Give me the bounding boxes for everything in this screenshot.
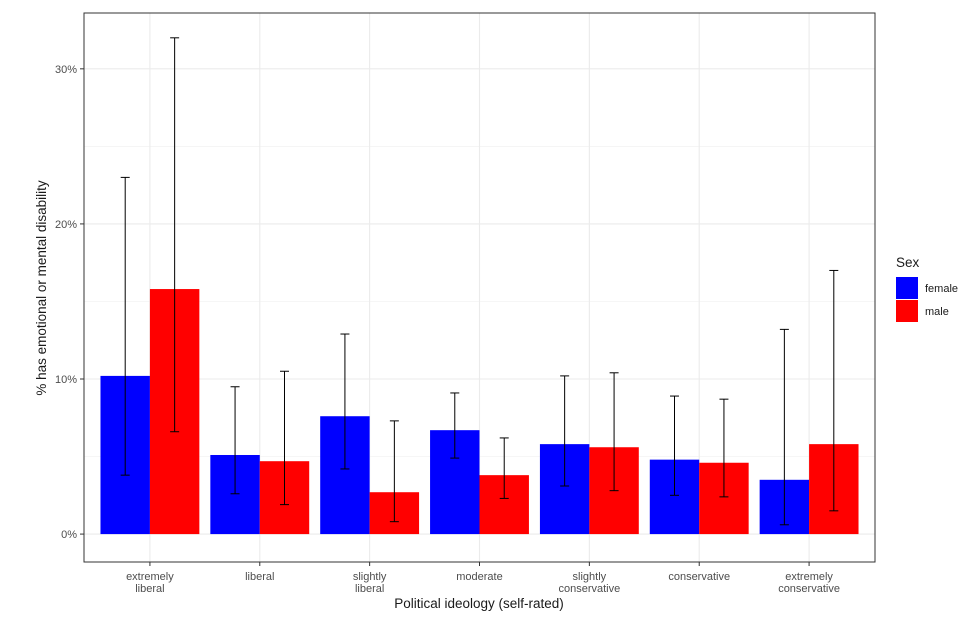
y-tick-label: 30%	[55, 64, 77, 76]
error-bar-female	[230, 386, 240, 495]
x-tick-label: slightly liberal	[353, 571, 387, 595]
error-bar-male	[719, 398, 729, 498]
x-tick-label: extremely liberal	[126, 571, 174, 595]
legend-label-female: female	[925, 283, 958, 295]
x-tick-label: extremely conservative	[778, 571, 840, 595]
x-tick-label: moderate	[456, 571, 502, 583]
x-tick-label-line: conservative	[558, 583, 620, 595]
error-bars	[120, 37, 839, 526]
legend-key-female	[896, 277, 918, 299]
y-axis-title: % has emotional or mental disability	[34, 180, 49, 396]
x-tick-label: slightly conservative	[558, 571, 620, 595]
x-tick-label-line: liberal	[245, 571, 274, 583]
x-axis-title: Political ideology (self-rated)	[394, 596, 564, 611]
x-tick-label-line: conservative	[778, 583, 840, 595]
error-bar-male	[829, 269, 839, 512]
y-axis: 0% 10% 20% 30%	[55, 64, 84, 541]
x-tick-label-line: slightly	[573, 571, 607, 583]
legend: Sex female male	[896, 255, 958, 322]
error-bar-female	[450, 392, 460, 459]
error-bar-female	[340, 333, 350, 470]
x-tick-label-line: moderate	[456, 571, 502, 583]
error-bar-male	[170, 37, 180, 433]
error-bar-female	[120, 176, 130, 476]
x-tick-label: liberal	[245, 571, 274, 583]
y-tick-label: 20%	[55, 219, 77, 231]
error-bar-male	[609, 372, 619, 492]
y-tick-label: 0%	[61, 529, 77, 541]
x-tick-label-line: liberal	[135, 583, 164, 595]
y-tick-label: 10%	[55, 374, 77, 386]
bars	[100, 289, 859, 535]
x-tick-label: conservative	[668, 571, 730, 583]
error-bar-female	[560, 375, 570, 487]
x-tick-label-line: extremely	[126, 571, 174, 583]
x-tick-label-line: liberal	[355, 583, 384, 595]
error-bar-male	[389, 420, 399, 523]
legend-label-male: male	[925, 306, 949, 318]
error-bar-male	[499, 437, 509, 499]
error-bar-male	[279, 370, 289, 506]
x-tick-label-line: slightly	[353, 571, 387, 583]
x-tick-label-line: extremely	[785, 571, 833, 583]
legend-title: Sex	[896, 255, 920, 270]
error-bar-female	[670, 395, 680, 496]
error-bar-female	[779, 328, 789, 526]
legend-key-male	[896, 300, 918, 322]
x-tick-label-line: conservative	[668, 571, 730, 583]
